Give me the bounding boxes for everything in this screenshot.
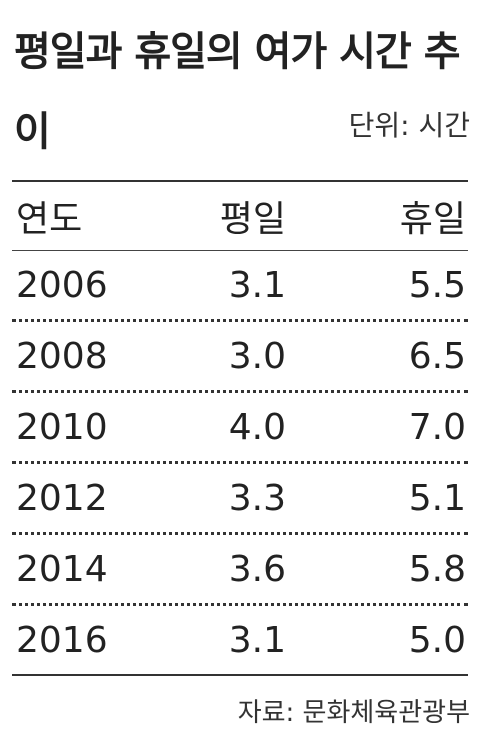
- column-header: 평일: [219, 199, 286, 240]
- table-cell: 5.0: [408, 619, 466, 661]
- table-row: 2016 3.1 5.0: [12, 603, 468, 674]
- table-row: 2008 3.0 6.5: [12, 319, 468, 390]
- table-row: 2006 3.1 5.5: [12, 251, 468, 319]
- source-note: 자료: 문화체육관광부: [237, 698, 470, 728]
- table-cell: 3.6: [228, 548, 286, 590]
- table-cell: 2010: [16, 406, 108, 448]
- table-cell: 3.3: [228, 477, 286, 519]
- table-cell: 5.1: [408, 477, 466, 519]
- column-header: 휴일: [399, 199, 466, 240]
- table-cell: 2008: [16, 335, 108, 377]
- table: 연도 평일 휴일 2006 3.1 5.5 2008 3.0 6.5 2010 4.0 7.0 2012…: [12, 180, 468, 676]
- table-cell: 5.5: [408, 264, 466, 306]
- table-row: 2010 4.0 7.0: [12, 390, 468, 461]
- column-header: 연도: [16, 199, 83, 240]
- table-cell: 3.1: [228, 619, 286, 661]
- table-cell: 2014: [16, 548, 108, 590]
- table-cell: 5.8: [408, 548, 466, 590]
- header-row: 연도 평일 휴일: [12, 182, 468, 251]
- table-cell: 4.0: [228, 406, 286, 448]
- table-cell: 3.1: [228, 264, 286, 306]
- table-cell: 7.0: [408, 406, 466, 448]
- table-cell: 2006: [16, 264, 108, 306]
- table-cell: 2016: [16, 619, 108, 661]
- table-cell: 2012: [16, 477, 108, 519]
- title: 평일과 휴일의 여가 시간 추이: [14, 29, 461, 155]
- table-row: 2012 3.3 5.1: [12, 461, 468, 532]
- table-row: 2014 3.6 5.8: [12, 532, 468, 603]
- table-cell: 6.5: [408, 335, 466, 377]
- table-cell: 3.0: [228, 335, 286, 377]
- unit-label: 단위: 시간: [348, 109, 470, 142]
